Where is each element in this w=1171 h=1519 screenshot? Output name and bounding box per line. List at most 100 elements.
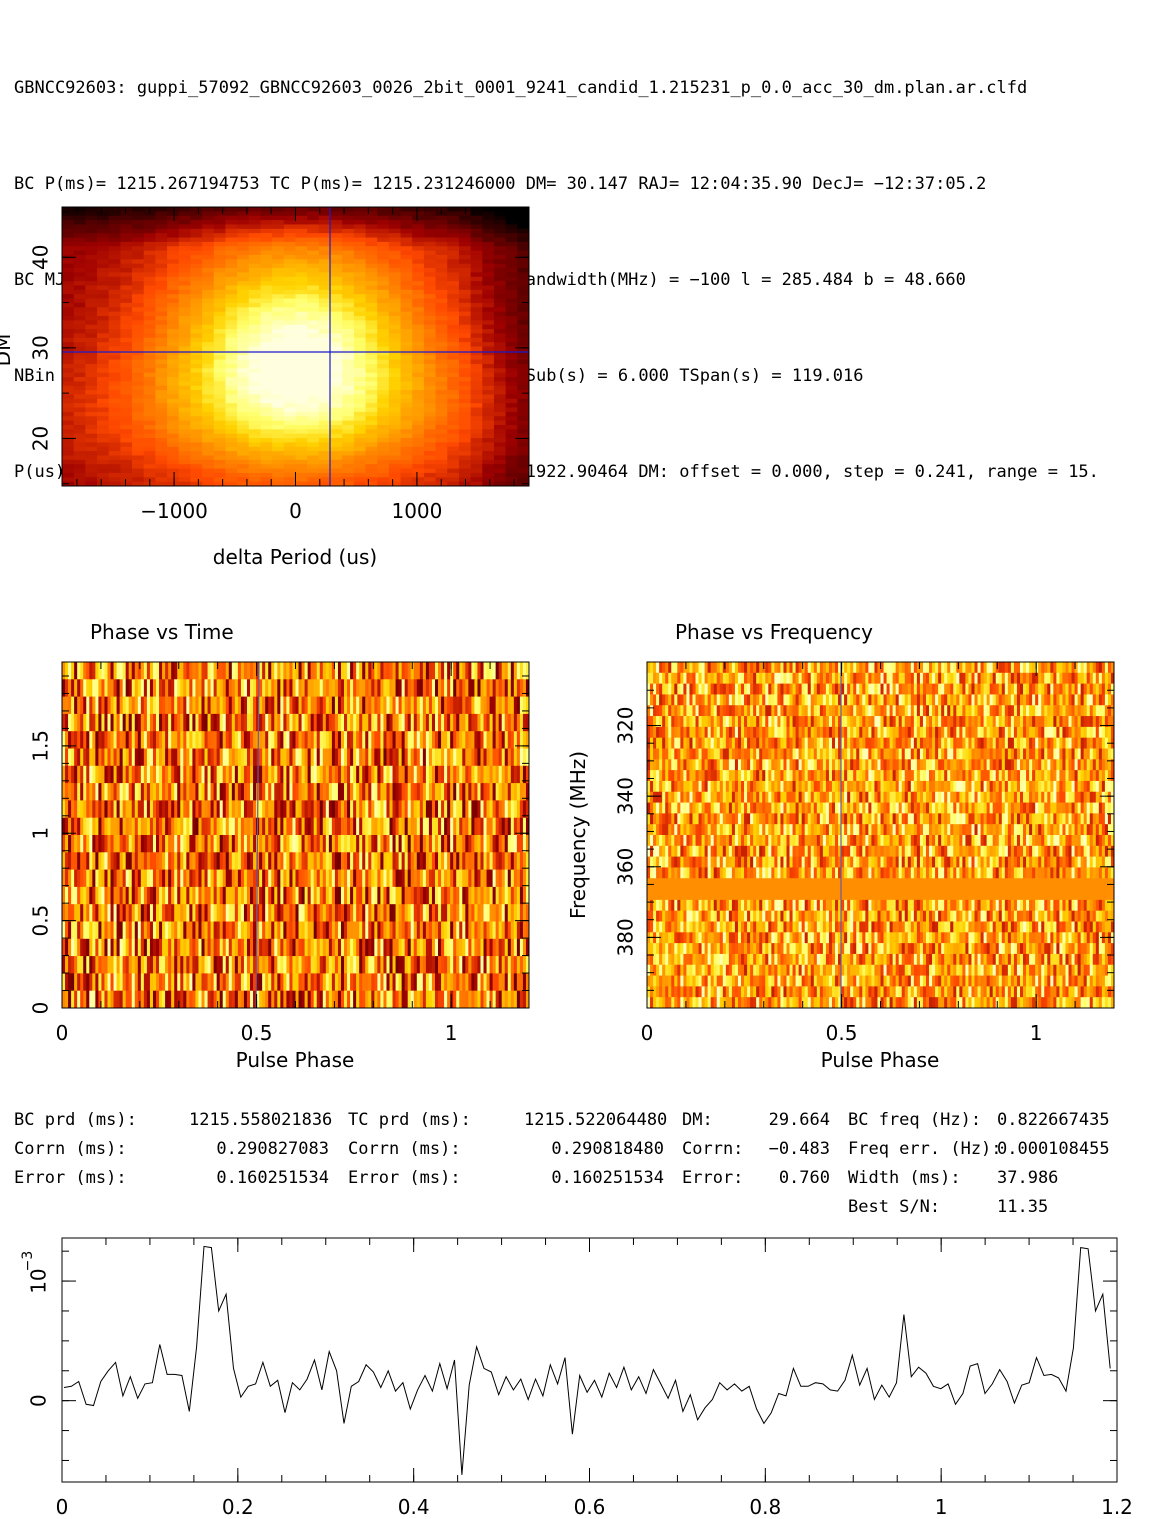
time-cell — [389, 904, 394, 922]
dm-cell — [318, 250, 332, 256]
time-cell — [213, 886, 218, 905]
dm-cell — [225, 372, 238, 378]
dm-cell — [470, 207, 483, 212]
dm-cell — [237, 411, 250, 417]
dm-cell — [108, 350, 121, 356]
time-cell — [465, 696, 469, 715]
time-cell — [292, 748, 296, 767]
dm-cell — [353, 307, 367, 313]
dm-cell — [283, 359, 297, 365]
dm-cell — [85, 337, 98, 343]
time-cell — [434, 713, 439, 732]
time-cell — [262, 852, 266, 871]
header-title: GBNCC92603: guppi_57092_GBNCC92603_0026_… — [14, 78, 1028, 98]
time-cell — [359, 817, 363, 836]
time-cell — [434, 886, 439, 905]
dm-cell — [178, 311, 192, 317]
time-cell — [143, 679, 148, 698]
time-cell — [419, 748, 424, 767]
dm-cell — [73, 289, 86, 295]
time-cell — [225, 886, 230, 905]
dm-cell — [260, 276, 273, 282]
dm-cell — [155, 233, 168, 239]
time-cell — [231, 904, 236, 922]
time-cell — [289, 713, 293, 732]
time-cell — [201, 679, 206, 698]
time-cell — [259, 662, 263, 680]
time-cell — [262, 904, 266, 922]
dm-cell — [470, 368, 483, 374]
time-cell — [447, 800, 451, 819]
dm-cell — [482, 215, 495, 221]
dm-cell — [108, 259, 121, 265]
dm-cell — [517, 464, 529, 470]
dm-cell — [365, 472, 378, 478]
dm-cell — [120, 302, 133, 308]
time-cell — [140, 713, 145, 732]
dm-cell — [225, 342, 238, 348]
dm-cell — [377, 377, 390, 382]
time-cell — [492, 783, 497, 801]
time-cell — [149, 886, 154, 905]
dm-cell — [237, 451, 250, 457]
time-cell — [231, 817, 236, 836]
time-cell — [331, 886, 336, 905]
time-cell — [240, 835, 245, 853]
time-cell — [95, 921, 99, 940]
dm-cell — [482, 481, 495, 486]
dm-cell — [377, 263, 390, 269]
time-cell — [489, 679, 494, 698]
dm-ylabel: DM — [0, 334, 15, 367]
dm-cell — [447, 237, 460, 243]
header-line-1: BC P(ms)= 1215.267194753 TC P(ms)= 1215.… — [14, 174, 987, 194]
dm-cell — [283, 211, 297, 217]
dm-cell — [365, 220, 378, 226]
dm-cell — [447, 315, 460, 321]
time-cell — [477, 765, 481, 784]
dm-cell — [237, 350, 250, 356]
dm-cell — [190, 233, 203, 239]
dm-cell — [295, 324, 308, 330]
time-cell — [525, 869, 529, 888]
time-cell — [383, 783, 387, 801]
dm-cell — [458, 429, 472, 435]
time-cell — [489, 886, 494, 905]
dm-cell — [190, 311, 203, 317]
time-cell — [171, 696, 175, 715]
time-cell — [128, 679, 133, 698]
dm-cell — [342, 289, 355, 295]
time-cell — [395, 765, 400, 784]
time-cell — [401, 731, 406, 749]
dm-cell — [307, 324, 320, 330]
time-cell — [113, 748, 118, 767]
dm-cell — [73, 394, 86, 400]
dm-cell — [458, 459, 472, 465]
time-cell — [162, 921, 166, 940]
dm-cell — [73, 359, 86, 365]
dm-cell — [178, 372, 192, 378]
dm-cell — [225, 477, 238, 483]
dm-cell — [342, 220, 355, 226]
dm-cell — [295, 333, 308, 339]
time-cell — [313, 731, 318, 749]
time-cell — [304, 800, 309, 819]
dm-cell — [318, 477, 332, 483]
time-cell — [149, 835, 154, 853]
time-cell — [292, 904, 296, 922]
time-cell — [495, 904, 500, 922]
dm-cell — [283, 224, 297, 230]
dm-cell — [458, 446, 472, 452]
dm-cell — [248, 276, 262, 282]
dm-cell — [237, 285, 250, 291]
time-cell — [344, 679, 348, 698]
time-cell — [483, 835, 488, 853]
x-tick-label: −1000 — [140, 499, 208, 523]
time-cell — [365, 783, 369, 801]
time-cell — [383, 817, 387, 836]
dm-cell — [517, 385, 529, 391]
time-cell — [89, 817, 93, 836]
dm-cell — [400, 416, 413, 422]
dm-cell — [248, 446, 262, 452]
time-cell — [222, 696, 227, 715]
time-cell — [350, 731, 354, 749]
